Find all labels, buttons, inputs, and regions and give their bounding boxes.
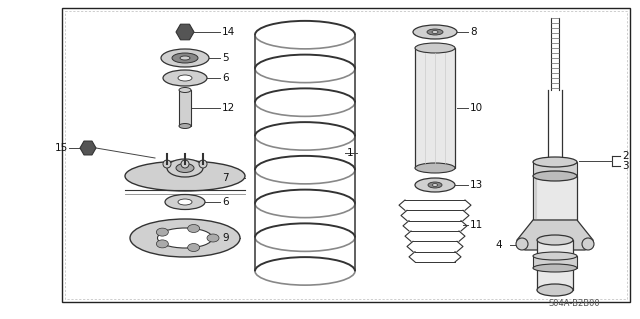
Ellipse shape — [433, 183, 438, 187]
Bar — [415, 48, 455, 168]
Ellipse shape — [188, 243, 200, 251]
Ellipse shape — [533, 252, 577, 260]
Ellipse shape — [188, 225, 200, 233]
Text: 6: 6 — [222, 73, 228, 83]
Text: 7: 7 — [222, 173, 228, 183]
Ellipse shape — [163, 70, 207, 86]
Text: 15: 15 — [55, 143, 68, 153]
Ellipse shape — [415, 43, 455, 53]
Text: S04A-B2B00: S04A-B2B00 — [548, 299, 600, 308]
Ellipse shape — [533, 157, 577, 167]
Bar — [533, 162, 577, 176]
Bar — [65, 11, 627, 299]
Text: 4: 4 — [495, 240, 502, 250]
Ellipse shape — [427, 29, 443, 35]
Bar — [533, 256, 577, 268]
Ellipse shape — [156, 228, 168, 236]
Ellipse shape — [163, 160, 171, 168]
Ellipse shape — [181, 160, 189, 168]
Text: 12: 12 — [222, 103, 236, 113]
Bar — [533, 176, 577, 220]
Ellipse shape — [178, 199, 192, 205]
Ellipse shape — [179, 87, 191, 93]
Ellipse shape — [178, 75, 192, 81]
Ellipse shape — [199, 160, 207, 168]
Ellipse shape — [179, 123, 191, 129]
Bar — [62, 8, 630, 302]
Text: 6: 6 — [222, 197, 228, 207]
Ellipse shape — [413, 25, 457, 39]
Ellipse shape — [428, 182, 442, 188]
Text: 2: 2 — [622, 151, 628, 161]
Ellipse shape — [157, 228, 212, 248]
Polygon shape — [517, 220, 593, 250]
Ellipse shape — [180, 56, 190, 60]
Text: 13: 13 — [470, 180, 483, 190]
Ellipse shape — [415, 163, 455, 173]
Ellipse shape — [537, 235, 573, 245]
Text: 8: 8 — [470, 27, 477, 37]
Circle shape — [516, 238, 528, 250]
Ellipse shape — [161, 49, 209, 67]
Text: 14: 14 — [222, 27, 236, 37]
Ellipse shape — [165, 195, 205, 210]
Ellipse shape — [172, 53, 198, 63]
Bar — [179, 90, 191, 126]
Text: 3: 3 — [622, 161, 628, 171]
Bar — [537, 240, 573, 290]
Ellipse shape — [533, 171, 577, 181]
Ellipse shape — [207, 234, 219, 242]
Ellipse shape — [415, 178, 455, 192]
Text: 11: 11 — [470, 220, 483, 230]
Circle shape — [582, 238, 594, 250]
Ellipse shape — [432, 31, 438, 33]
Ellipse shape — [156, 240, 168, 248]
Text: 9: 9 — [222, 233, 228, 243]
Ellipse shape — [533, 264, 577, 272]
Ellipse shape — [167, 159, 203, 177]
Ellipse shape — [125, 161, 245, 191]
Text: 10: 10 — [470, 103, 483, 113]
Ellipse shape — [130, 219, 240, 257]
Ellipse shape — [176, 164, 194, 173]
Text: 5: 5 — [222, 53, 228, 63]
Text: 1: 1 — [347, 148, 354, 158]
Ellipse shape — [537, 284, 573, 296]
